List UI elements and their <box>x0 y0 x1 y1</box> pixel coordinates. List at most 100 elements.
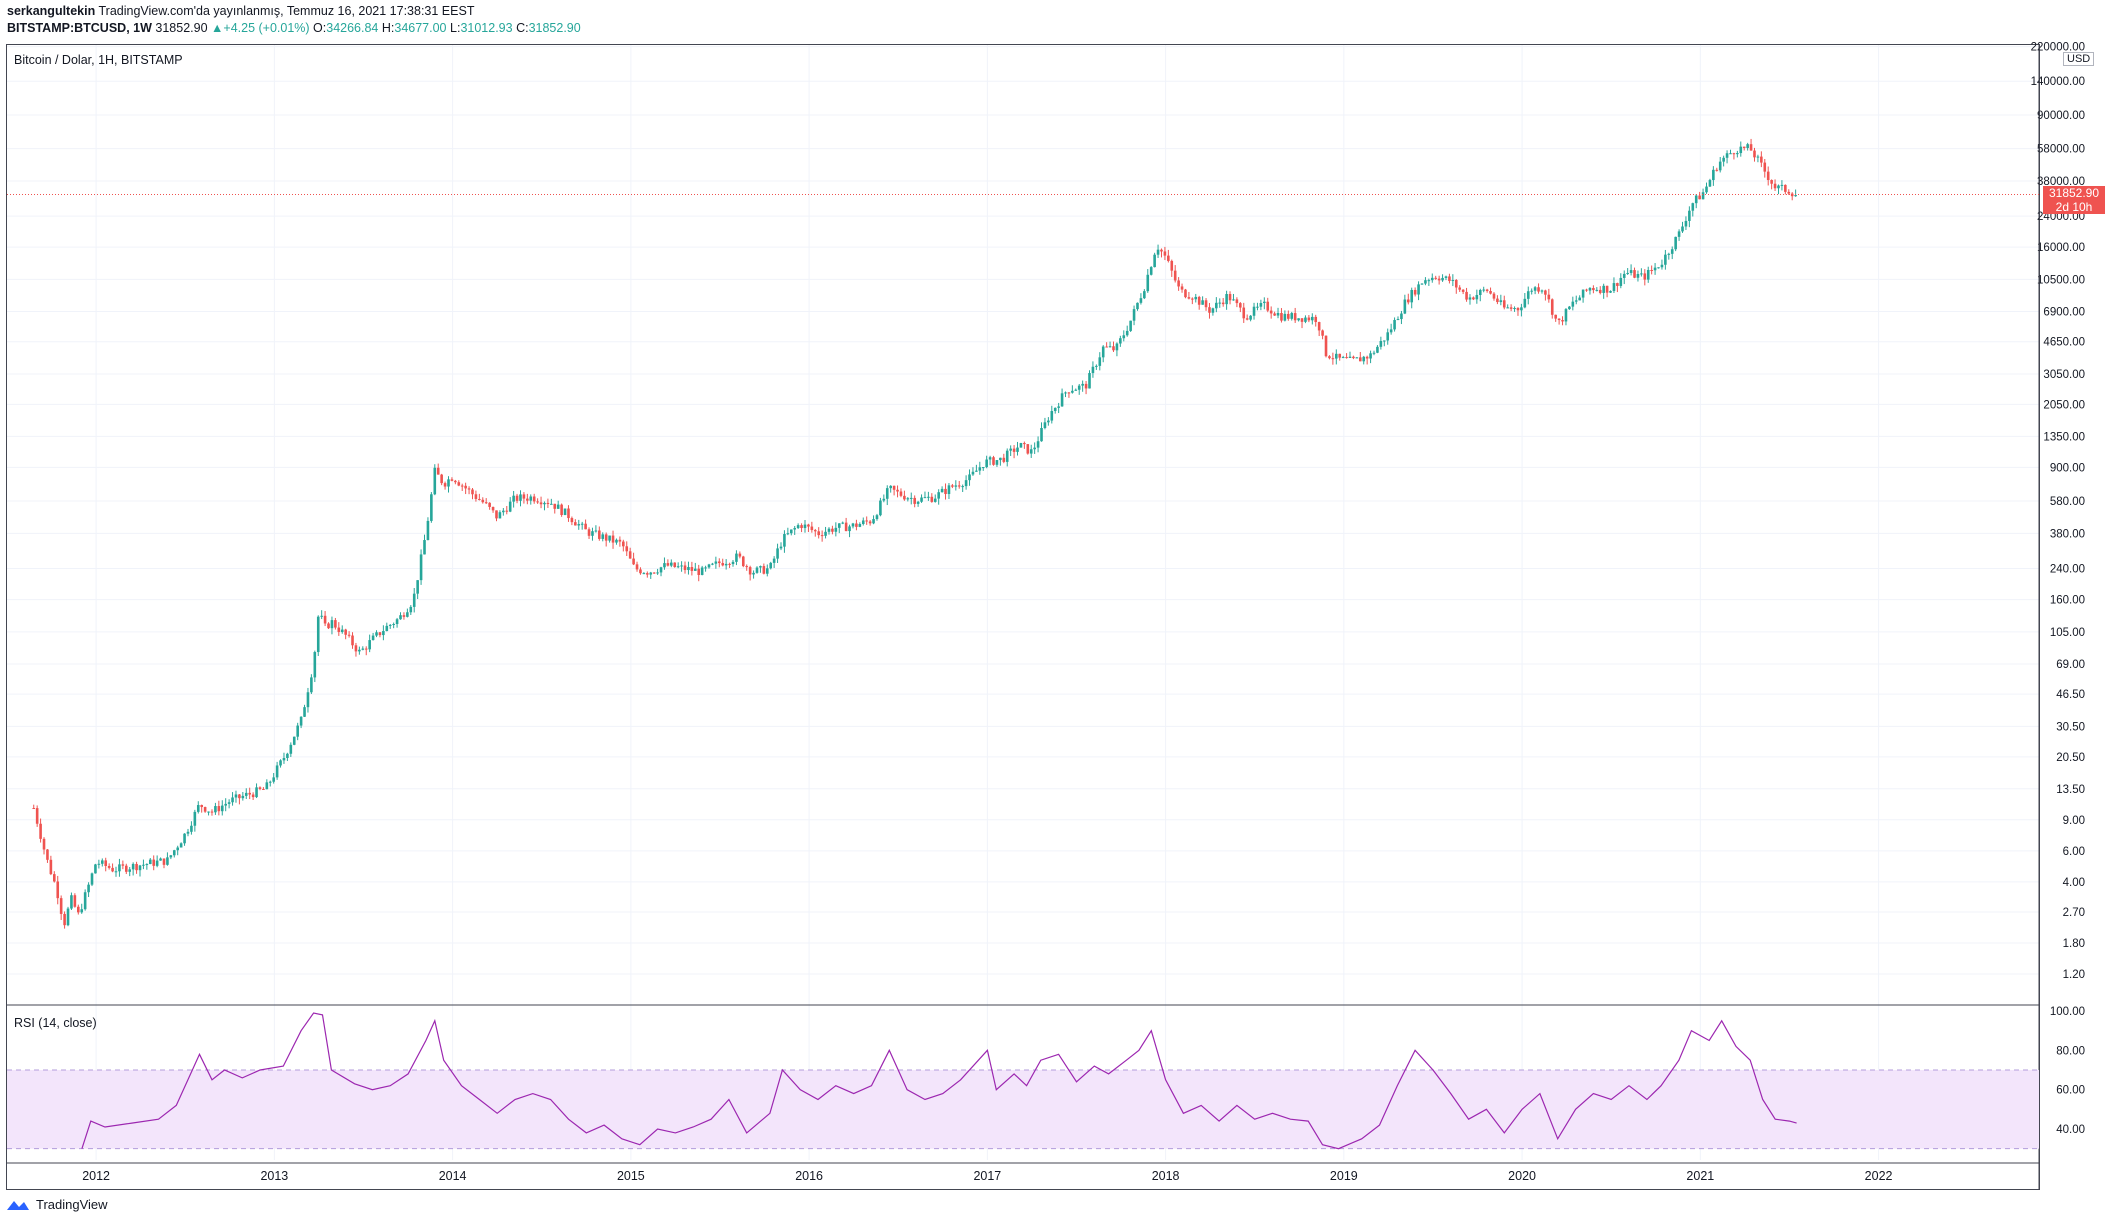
candle-body <box>594 530 598 532</box>
candle-body <box>776 548 779 559</box>
candle-body <box>1122 335 1126 339</box>
candle-body <box>820 535 824 537</box>
candle-body <box>896 489 899 492</box>
candle-body <box>601 534 605 539</box>
candle-body <box>968 474 971 481</box>
candle-body <box>580 523 584 525</box>
candle-body <box>1605 285 1609 293</box>
candle-body <box>1273 313 1276 316</box>
candle-body <box>495 510 498 519</box>
candle-body <box>292 736 296 745</box>
candle-body <box>1365 356 1369 359</box>
candle-body <box>265 782 269 790</box>
candle-body <box>1132 309 1136 321</box>
candle-body <box>923 497 927 499</box>
candle-body <box>1465 291 1468 300</box>
candle-body <box>1338 353 1342 358</box>
candle-body <box>717 561 721 564</box>
candle-body <box>951 485 954 487</box>
candle-body <box>32 808 36 810</box>
candle-body <box>1770 180 1773 184</box>
candle-body <box>868 521 872 524</box>
candle-body <box>964 480 968 487</box>
candle-body <box>1540 290 1544 292</box>
candle-body <box>1417 284 1420 295</box>
candle-body <box>502 510 505 513</box>
candle-body <box>1684 220 1688 227</box>
candle-body <box>1266 301 1270 311</box>
candle-body <box>1742 146 1746 149</box>
candle-body <box>145 864 149 866</box>
rsi-title: RSI (14, close) <box>14 1016 97 1030</box>
candle-body <box>172 850 176 856</box>
candle-body <box>1492 293 1496 299</box>
candle-body <box>491 506 495 511</box>
candle-body <box>622 541 625 547</box>
candle-body <box>1612 283 1616 291</box>
candle-body <box>135 863 138 871</box>
candle-body <box>1290 313 1294 319</box>
candle-body <box>570 518 574 523</box>
author-name[interactable]: serkangultekin <box>7 4 96 18</box>
candle-body <box>981 467 985 469</box>
candle-body <box>1640 273 1643 275</box>
candle-body <box>632 558 635 565</box>
candle-body <box>121 864 125 866</box>
candle-body <box>721 563 725 566</box>
candle-body <box>402 615 406 617</box>
candle-body <box>467 488 471 490</box>
candle-body <box>683 565 687 571</box>
footer-brand[interactable]: TradingView <box>6 1197 108 1212</box>
price-tick-label: 90000.00 <box>2037 110 2085 122</box>
time-tick-label: 2019 <box>1330 1169 1358 1183</box>
tradingview-logo-icon <box>7 1200 29 1210</box>
candle-body <box>1629 270 1633 273</box>
price-tick-label: 140000.00 <box>2031 76 2085 88</box>
candle-body <box>1794 195 1797 197</box>
candle-body <box>1506 307 1509 309</box>
candle-body <box>316 616 320 653</box>
candle-body <box>1304 317 1307 322</box>
candle-body <box>207 811 210 813</box>
candle-body <box>1437 278 1441 281</box>
candle-body <box>282 757 286 761</box>
candle-body <box>1040 427 1043 442</box>
candle-body <box>1328 356 1331 359</box>
candle-body <box>831 528 834 532</box>
price-tick-label: 580.00 <box>2050 496 2085 508</box>
candle-body <box>1574 300 1578 302</box>
candle-body <box>1701 192 1705 200</box>
candle-body <box>1619 277 1623 286</box>
candle-body <box>762 566 766 574</box>
price-tick-label: 30.50 <box>2056 721 2085 733</box>
candle-body <box>628 551 632 559</box>
time-tick-label: 2015 <box>617 1169 645 1183</box>
candle-body <box>1280 312 1283 321</box>
candle-body <box>1705 186 1708 193</box>
candle-body <box>882 498 886 501</box>
candle-body <box>700 567 704 575</box>
candle-body <box>1739 146 1743 154</box>
candle-body <box>53 874 56 882</box>
candle-body <box>1043 422 1047 428</box>
candle-body <box>728 563 731 565</box>
candle-body <box>203 807 207 812</box>
candle-body <box>1053 407 1057 412</box>
candle-body <box>639 569 642 574</box>
candle-body <box>1513 308 1516 310</box>
time-tick-label: 2021 <box>1686 1169 1714 1183</box>
currency-button[interactable]: USD <box>2063 52 2095 66</box>
candle-body <box>443 483 447 487</box>
candle-body <box>659 567 663 573</box>
candle-body <box>796 525 800 529</box>
candle-body <box>111 867 114 872</box>
candle-body <box>841 522 844 524</box>
candle-body <box>1681 226 1684 232</box>
candle-body <box>978 467 982 471</box>
candle-body <box>1516 308 1520 311</box>
candle-body <box>1441 277 1444 281</box>
candle-body <box>1218 302 1222 304</box>
candle-body <box>1228 294 1232 301</box>
candle-body <box>1050 411 1054 421</box>
